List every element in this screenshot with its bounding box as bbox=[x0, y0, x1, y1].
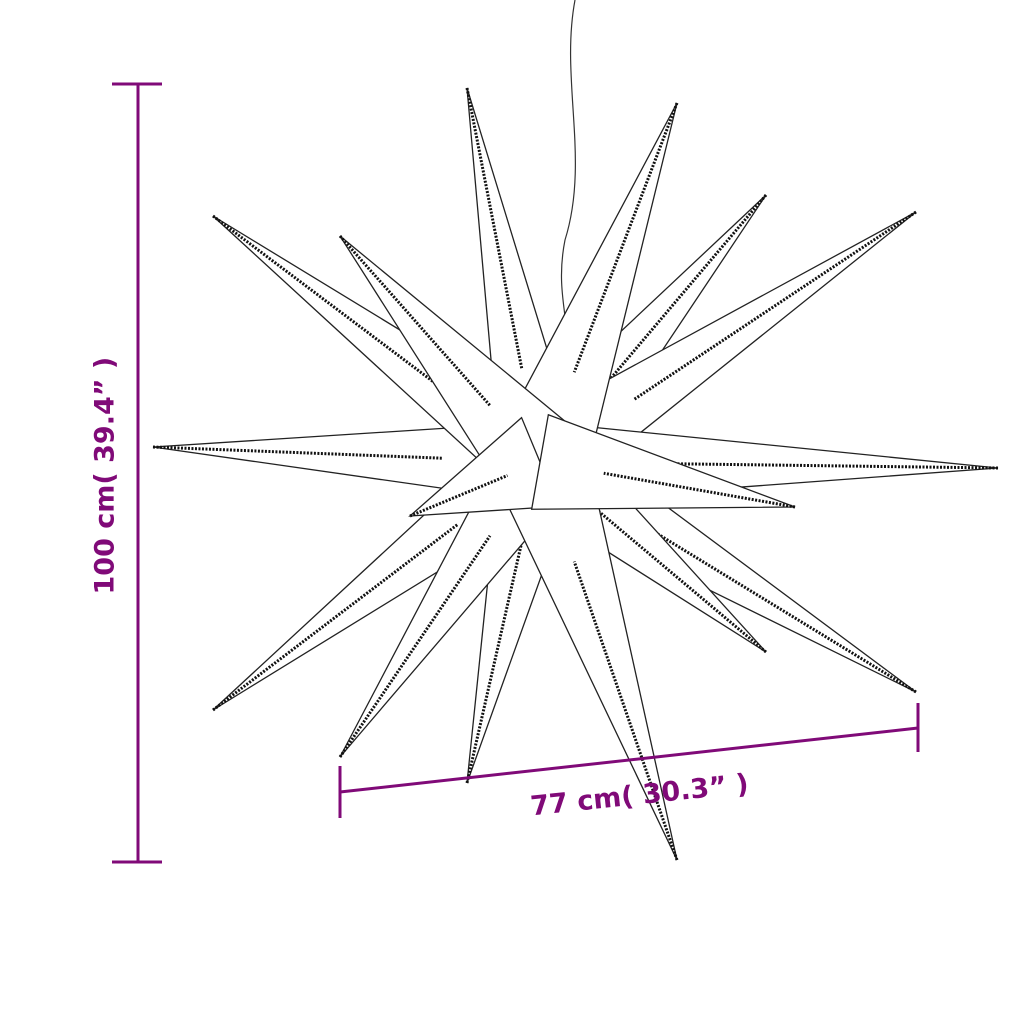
hanging-cable bbox=[560, 0, 576, 341]
width-dimension-line bbox=[339, 726, 919, 794]
star-spike-front-4 bbox=[530, 413, 796, 510]
height-label: 100 cm( 39.4” ) bbox=[89, 356, 121, 595]
